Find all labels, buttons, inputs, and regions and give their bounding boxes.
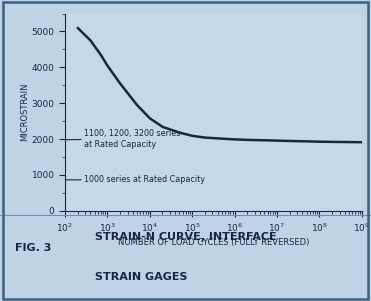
X-axis label: NUMBER OF LOAD CYCLES (FULLY REVERSED): NUMBER OF LOAD CYCLES (FULLY REVERSED)	[118, 238, 309, 247]
Text: FIG. 3: FIG. 3	[15, 243, 51, 253]
Text: STRAIN-N CURVE, INTERFACE: STRAIN-N CURVE, INTERFACE	[95, 232, 276, 242]
Text: STRAIN GAGES: STRAIN GAGES	[95, 272, 187, 282]
Y-axis label: MICROSTRAIN: MICROSTRAIN	[20, 83, 29, 141]
Text: 1000 series at Rated Capacity: 1000 series at Rated Capacity	[65, 175, 205, 185]
Text: 1100, 1200, 3200 series
at Rated Capacity: 1100, 1200, 3200 series at Rated Capacit…	[65, 129, 180, 149]
